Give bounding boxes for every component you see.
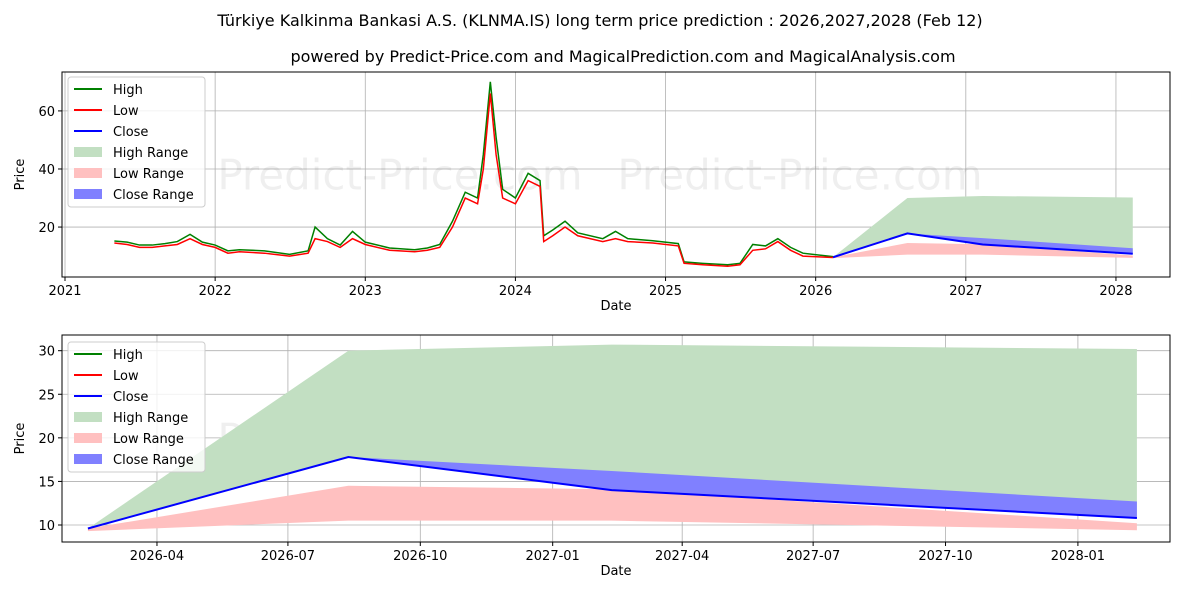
y-tick-label: 20 [38, 221, 55, 236]
legend-patch-close-range [74, 189, 102, 199]
x-tick-label: 2026-10 [393, 549, 447, 564]
x-axis-label: Date [600, 299, 631, 314]
y-tick-label: 15 [38, 475, 55, 490]
legend-label: High Range [113, 411, 188, 426]
legend-label: Close Range [113, 188, 194, 203]
legend-box [67, 76, 206, 208]
high-range-area [832, 195, 1133, 258]
legend-label: Low Range [113, 167, 184, 182]
legend-label: Low [113, 104, 139, 119]
legend-patch-low-range [74, 168, 102, 178]
x-tick-label: 2027-10 [918, 549, 972, 564]
legend-label: Low [113, 369, 139, 384]
legend-label: High [113, 348, 143, 363]
high-line [114, 81, 834, 266]
y-tick-label: 10 [38, 519, 55, 534]
legend-patch-low-range [74, 433, 102, 443]
y-tick-label: 20 [38, 432, 55, 447]
x-tick-label: 2025 [649, 284, 682, 299]
legend-patch-high-range [74, 412, 102, 422]
x-axis-label: Date [600, 564, 631, 579]
y-tick-label: 40 [38, 163, 55, 178]
y-tick-label: 60 [38, 105, 55, 120]
axes-frame [61, 71, 1171, 278]
close-forecast-line [87, 456, 1137, 530]
high-range-area [87, 344, 1137, 529]
legend-label: Close Range [113, 453, 194, 468]
low-line [114, 93, 833, 268]
legend-patch-high-range [74, 147, 102, 157]
watermark: Predict-Price.com [617, 151, 982, 200]
x-tick-label: 2027 [949, 284, 982, 299]
legend-label: Close [113, 125, 148, 140]
x-tick-label: 2027-01 [526, 549, 580, 564]
legend-box [67, 341, 206, 473]
legend-label: High Range [113, 146, 188, 161]
x-tick-label: 2027-07 [786, 549, 840, 564]
x-tick-label: 2023 [349, 284, 382, 299]
x-tick-label: 2026 [799, 284, 832, 299]
legend-label: Low Range [113, 432, 184, 447]
x-tick-label: 2024 [499, 284, 532, 299]
y-tick-label: 30 [38, 345, 55, 360]
x-tick-label: 2021 [48, 284, 81, 299]
chart-title: Türkiye Kalkinma Bankasi A.S. (KLNMA.IS)… [216, 11, 982, 30]
x-tick-label: 2028-01 [1051, 549, 1105, 564]
y-tick-label: 25 [38, 388, 55, 403]
x-tick-label: 2028 [1099, 284, 1132, 299]
low-range-area [87, 485, 1137, 532]
x-tick-label: 2026-07 [261, 549, 315, 564]
chart-subtitle: powered by Predict-Price.com and Magical… [290, 47, 955, 66]
history-chart: 2021 2022 2023 2024 2025 2026 2027 2028 20 40 60 Da… [13, 71, 1171, 314]
x-tick-label: 2027-04 [655, 549, 709, 564]
close-forecast-line [832, 232, 1133, 259]
legend-label: High [113, 83, 143, 98]
legend-label: Close [113, 390, 148, 405]
x-tick-label: 2026-04 [130, 549, 184, 564]
low-range-area [832, 243, 1133, 259]
y-axis-label: Price [13, 423, 28, 455]
y-axis-label: Price [13, 159, 28, 191]
close-range-area [87, 457, 1137, 529]
axes-frame [61, 334, 1171, 543]
close-range-area [832, 233, 1133, 258]
legend-patch-close-range [74, 454, 102, 464]
forecast-chart: 2026-04 2026-07 2026-10 2027-01 2027-04 2027-… [13, 334, 1171, 579]
x-tick-label: 2022 [199, 284, 232, 299]
